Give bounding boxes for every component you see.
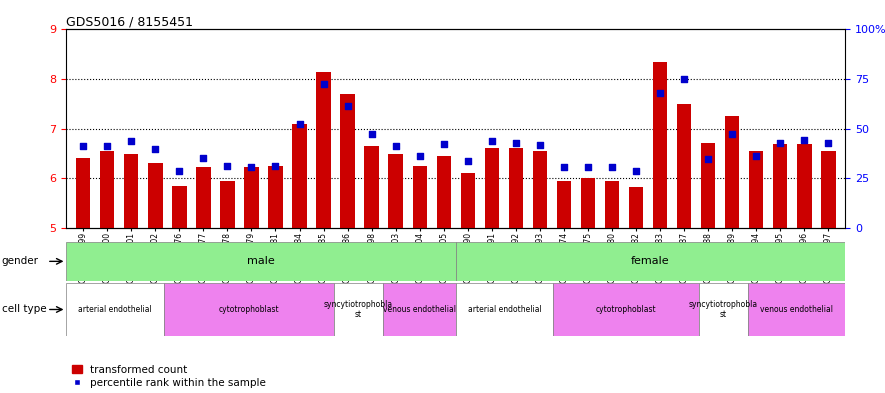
Point — [797, 136, 812, 143]
Point — [509, 140, 523, 146]
Bar — [456, 242, 845, 281]
Bar — [821, 151, 835, 228]
Bar — [244, 167, 258, 228]
Bar — [557, 181, 571, 228]
Bar — [124, 154, 138, 228]
Text: gender: gender — [2, 256, 39, 266]
Text: syncytiotrophobla
st: syncytiotrophobla st — [324, 300, 393, 319]
Text: GDS5016 / 8155451: GDS5016 / 8155451 — [66, 15, 194, 28]
Point — [124, 138, 138, 144]
Bar — [196, 167, 211, 228]
Bar — [268, 166, 282, 228]
Point — [605, 164, 620, 171]
Bar — [533, 151, 547, 228]
Bar — [460, 173, 475, 228]
Bar — [148, 163, 163, 228]
Point — [412, 153, 427, 159]
Bar — [553, 283, 699, 336]
Bar — [748, 283, 845, 336]
Point — [76, 143, 90, 149]
Text: venous endothelial: venous endothelial — [383, 305, 456, 314]
Point — [292, 121, 306, 127]
Point — [653, 90, 667, 96]
Text: cytotrophoblast: cytotrophoblast — [219, 305, 280, 314]
Text: syncytiotrophobla
st: syncytiotrophobla st — [689, 300, 758, 319]
Point — [750, 153, 764, 159]
Bar — [581, 178, 596, 228]
Point — [773, 140, 788, 146]
Point — [581, 164, 595, 171]
Point — [485, 138, 499, 144]
Bar — [382, 283, 456, 336]
Bar — [341, 94, 355, 228]
Point — [701, 156, 715, 163]
Point — [196, 155, 211, 162]
Bar — [749, 151, 764, 228]
Point — [725, 130, 739, 137]
Point — [148, 145, 162, 152]
Text: arterial endothelial: arterial endothelial — [467, 305, 542, 314]
Bar — [100, 151, 114, 228]
Point — [557, 164, 571, 171]
Bar — [389, 154, 403, 228]
Point — [100, 143, 114, 149]
Bar — [797, 143, 812, 228]
Bar — [701, 143, 715, 228]
Bar — [509, 147, 523, 228]
Point — [244, 164, 258, 171]
Bar — [365, 146, 379, 228]
Bar — [485, 147, 499, 228]
Bar — [725, 116, 739, 228]
Bar — [76, 158, 90, 228]
Text: venous endothelial: venous endothelial — [760, 305, 833, 314]
Bar — [173, 186, 187, 228]
Bar — [456, 283, 553, 336]
Bar — [412, 166, 427, 228]
Text: cell type: cell type — [2, 305, 46, 314]
Bar — [677, 104, 691, 228]
Point — [220, 163, 235, 169]
Point — [341, 103, 355, 110]
Point — [317, 81, 331, 87]
Point — [629, 168, 643, 174]
Bar — [699, 283, 748, 336]
Bar — [436, 156, 451, 228]
Bar — [335, 283, 382, 336]
Bar — [66, 283, 164, 336]
Bar — [316, 72, 331, 228]
Text: arterial endothelial: arterial endothelial — [78, 305, 152, 314]
Bar — [292, 124, 307, 228]
Point — [389, 143, 403, 149]
Bar — [604, 181, 620, 228]
Point — [268, 163, 282, 169]
Point — [533, 141, 547, 148]
Bar — [220, 181, 235, 228]
Point — [173, 168, 187, 174]
Point — [365, 130, 379, 137]
Point — [461, 158, 475, 164]
Point — [677, 76, 691, 82]
Bar — [164, 283, 335, 336]
Bar — [653, 62, 667, 228]
Text: female: female — [631, 256, 670, 266]
Bar — [773, 143, 788, 228]
Bar — [629, 187, 643, 228]
Text: male: male — [247, 256, 275, 266]
Bar — [66, 242, 456, 281]
Legend: transformed count, percentile rank within the sample: transformed count, percentile rank withi… — [72, 365, 266, 388]
Point — [436, 140, 450, 147]
Text: cytotrophoblast: cytotrophoblast — [596, 305, 657, 314]
Point — [821, 140, 835, 146]
